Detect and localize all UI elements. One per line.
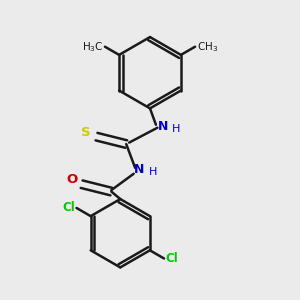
Text: N: N: [134, 163, 144, 176]
Text: Cl: Cl: [62, 202, 75, 214]
Text: CH$_3$: CH$_3$: [196, 40, 218, 54]
Text: S: S: [81, 126, 91, 139]
Text: N: N: [158, 120, 168, 133]
Text: H: H: [148, 167, 157, 177]
Text: H: H: [172, 124, 181, 134]
Text: Cl: Cl: [166, 252, 178, 265]
Text: H$_3$C: H$_3$C: [82, 40, 104, 54]
Text: O: O: [66, 173, 77, 186]
